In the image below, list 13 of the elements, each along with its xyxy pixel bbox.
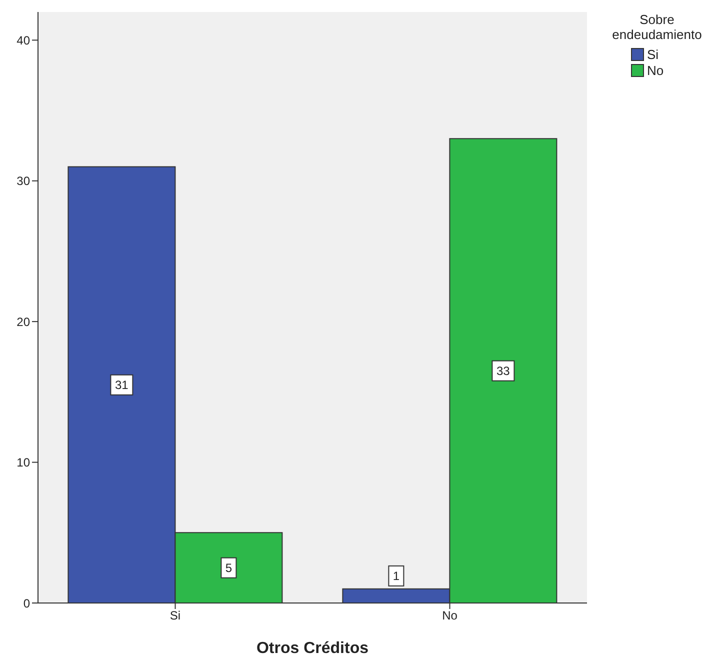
data-label: 5 (225, 560, 232, 575)
legend-title: Sobre endeudamiento (611, 12, 703, 42)
data-label: 31 (115, 378, 129, 392)
data-label: 1 (392, 568, 400, 583)
y-tick-label: 40 (16, 33, 30, 48)
legend-label: No (647, 62, 664, 78)
legend-label: Si (647, 46, 659, 62)
y-tick-label: 30 (16, 174, 30, 188)
y-tick-label: 20 (16, 314, 30, 329)
data-label: 33 (496, 364, 510, 378)
y-tick-label: 0 (23, 596, 30, 610)
x-axis-title: Otros Créditos (256, 640, 369, 657)
y-tick-label: 10 (16, 456, 30, 470)
